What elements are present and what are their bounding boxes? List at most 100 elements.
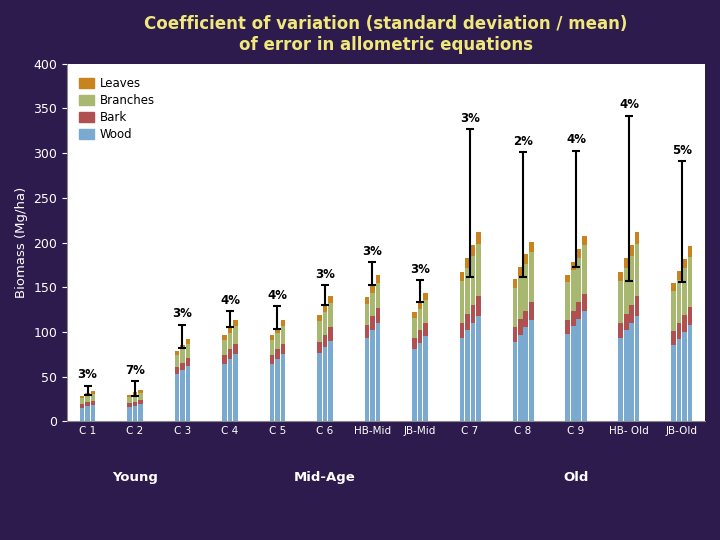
Bar [180,363,185,370]
Bar [138,390,143,393]
Bar [180,349,185,363]
Bar [624,314,629,330]
Bar [513,327,517,342]
Bar [323,335,328,347]
Bar [683,259,687,268]
Bar [459,281,464,322]
Bar [688,257,693,307]
Bar [471,323,475,421]
Bar [688,307,693,325]
Bar [518,319,523,335]
Bar [582,246,587,294]
Bar [582,236,587,246]
Text: 4%: 4% [220,294,240,307]
Bar [671,283,676,292]
Bar [476,296,481,316]
Bar [465,314,469,330]
Bar [418,309,422,330]
Bar [370,316,374,330]
Text: 3%: 3% [78,368,97,381]
Bar [376,323,380,421]
Bar [175,355,179,367]
Bar [80,398,84,404]
Bar [471,256,475,305]
Bar [91,394,95,401]
Bar [582,311,587,421]
Bar [418,302,422,309]
Bar [523,310,528,327]
Bar [577,319,581,421]
Bar [523,327,528,421]
Bar [270,335,274,340]
Bar [624,259,629,268]
Bar [228,349,233,359]
Bar [677,323,681,339]
Bar [677,271,681,280]
Bar [571,326,575,421]
Bar [132,395,138,402]
Bar [180,345,185,349]
Bar [465,259,469,268]
Bar [423,300,428,323]
Bar [370,286,374,293]
Text: 3%: 3% [173,307,192,320]
Bar [671,292,676,331]
Bar [376,283,380,308]
Bar [635,296,639,316]
Bar [270,355,274,364]
Text: 4%: 4% [566,133,586,146]
Bar [412,312,417,318]
Bar [281,354,285,421]
Bar [671,331,676,346]
Bar [513,342,517,421]
Bar [677,339,681,421]
Bar [476,232,481,244]
Bar [175,367,179,374]
Bar [529,241,534,252]
Bar [80,404,84,408]
Bar [571,262,575,270]
Bar [423,293,428,300]
Bar [186,339,190,343]
Bar [683,268,687,315]
Bar [175,374,179,421]
Bar [85,393,90,396]
Bar [222,364,227,421]
Bar [318,353,322,421]
Bar [629,256,634,305]
Bar [275,359,280,421]
Bar [138,400,143,404]
Text: Old: Old [563,471,589,484]
Bar [222,340,227,355]
Bar [328,341,333,421]
Bar [270,364,274,421]
Bar [629,305,634,323]
Bar [186,366,190,421]
Text: 4%: 4% [267,288,287,301]
Bar [412,349,417,421]
Text: 3%: 3% [362,245,382,258]
Bar [228,333,233,349]
Bar [138,393,143,400]
Text: 7%: 7% [125,363,145,377]
Text: 2%: 2% [513,134,533,148]
Bar [412,338,417,349]
Text: 5%: 5% [672,144,692,157]
Bar [618,272,623,281]
Bar [577,258,581,302]
Bar [629,245,634,256]
Bar [364,303,369,325]
Bar [318,342,322,353]
Bar [629,323,634,421]
Bar [618,281,623,322]
Bar [228,328,233,333]
Bar [370,330,374,421]
Bar [281,326,285,343]
Bar [85,396,90,402]
Title: Coefficient of variation (standard deviation / mean)
of error in allometric equa: Coefficient of variation (standard devia… [145,15,628,54]
Bar [132,393,138,395]
Bar [127,397,132,403]
Bar [364,325,369,338]
Bar [328,296,333,303]
Bar [571,270,575,312]
